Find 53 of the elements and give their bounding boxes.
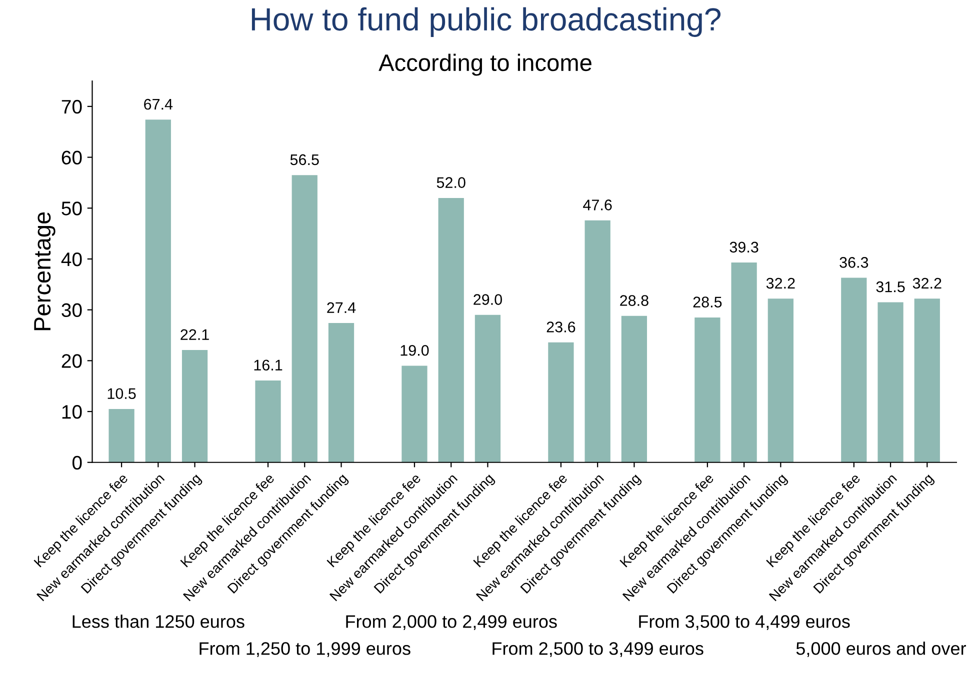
- bar: [145, 120, 171, 462]
- data-label: 32.2: [766, 278, 795, 289]
- y-tick-label: 10: [62, 404, 82, 419]
- data-label: 39.3: [730, 242, 758, 253]
- chart-title: How to fund public broadcasting?: [252, 7, 721, 38]
- bar: [108, 408, 134, 462]
- text: From 2,500 to 3,499 euros: [492, 642, 704, 658]
- text: From 2,000 to 2,499 euros: [346, 615, 557, 630]
- bar: [621, 316, 648, 462]
- bar: [694, 317, 720, 462]
- data-label: 31.5: [876, 281, 905, 292]
- y-tick-label: 30: [62, 303, 82, 318]
- chart-subtitle: According to income: [378, 54, 592, 76]
- text: Less than 1250 euros: [72, 614, 244, 628]
- bar: [474, 314, 501, 462]
- data-label: 27.4: [327, 302, 356, 313]
- data-label: 36.3: [840, 257, 868, 268]
- y-tick-label: 60: [62, 150, 82, 165]
- data-label: 16.1: [254, 360, 282, 371]
- bar: [878, 302, 904, 462]
- data-label: 23.6: [546, 322, 576, 332]
- data-label: 52.0: [436, 177, 466, 188]
- y-tick-label: 20: [62, 354, 82, 368]
- bar: [914, 298, 940, 462]
- y-tick-label: 50: [62, 202, 82, 216]
- y-tick-label: 40: [61, 252, 82, 266]
- bar: [548, 342, 574, 462]
- data-label: 19.0: [400, 344, 429, 356]
- data-label: 47.6: [583, 200, 612, 210]
- bar: [328, 323, 354, 462]
- data-label: 32.2: [912, 278, 942, 289]
- text: From 3,500 to 4,499 euros: [639, 615, 850, 630]
- y-axis-title: Percentage: [34, 212, 56, 330]
- bar: [584, 220, 610, 462]
- bar: [402, 366, 428, 462]
- bar: [768, 298, 794, 462]
- y-tick-label: 0: [72, 456, 82, 470]
- bar: [255, 380, 281, 462]
- data-label: 56.5: [290, 154, 319, 166]
- data-label: 10.5: [108, 388, 136, 400]
- y-tick-label: 70: [62, 100, 82, 114]
- bar: [438, 198, 464, 462]
- data-label: 28.8: [620, 295, 648, 306]
- data-label: 28.5: [693, 296, 722, 308]
- data-label: 67.4: [144, 98, 173, 110]
- text: From 1,250 to 1,999 euros: [200, 642, 410, 658]
- data-label: 29.0: [474, 294, 502, 305]
- bar: [182, 350, 208, 462]
- bar: [292, 175, 318, 462]
- data-label: 22.1: [180, 329, 209, 340]
- bar: [731, 262, 757, 462]
- text: 5,000 euros and over: [796, 642, 966, 658]
- bar: [841, 278, 867, 462]
